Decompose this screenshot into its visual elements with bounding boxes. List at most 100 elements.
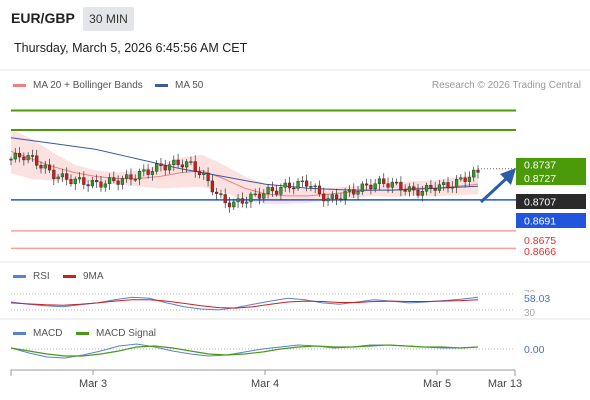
legend-ma20: MA 20 + Bollinger Bands xyxy=(13,80,143,91)
candle-body xyxy=(116,180,120,185)
candle-body xyxy=(412,186,416,191)
candle-body xyxy=(107,177,112,185)
candle-body xyxy=(369,184,373,190)
candle-body xyxy=(30,155,35,157)
candle-body xyxy=(69,179,73,185)
research-credit: Research © 2026 Trading Central xyxy=(431,80,581,91)
candle-body xyxy=(232,201,236,208)
x-label-mar13: Mar 13 xyxy=(488,378,522,390)
pivot-label: 0.8691 xyxy=(524,216,556,228)
candle-body xyxy=(309,186,313,188)
candle-body xyxy=(17,153,22,158)
candle-body xyxy=(463,177,467,182)
candle-body xyxy=(39,165,43,169)
candle-body xyxy=(270,187,274,192)
candle-body xyxy=(133,179,137,181)
candle-body xyxy=(390,181,394,188)
ma20-swatch xyxy=(13,84,26,87)
candle-body xyxy=(360,183,364,192)
candle-body xyxy=(73,178,77,185)
candle-body xyxy=(176,159,180,166)
candle-body xyxy=(163,165,167,171)
support-2-label: 0.8666 xyxy=(524,246,556,258)
candle-body xyxy=(137,171,142,180)
candle-body xyxy=(403,189,407,192)
legend-rsi: RSI xyxy=(13,271,50,282)
candle-body xyxy=(193,161,197,172)
legend-ma50: MA 50 xyxy=(155,80,203,91)
candle-body xyxy=(373,183,377,190)
candle-body xyxy=(300,180,304,183)
x-label-mar5: Mar 5 xyxy=(423,378,451,390)
candle-body xyxy=(90,180,95,187)
candle-body xyxy=(52,169,56,180)
candle-body xyxy=(287,182,292,189)
candle-body xyxy=(13,153,17,160)
resistance-1-label: 0.8727 xyxy=(524,173,556,185)
legend-rsi-label: RSI xyxy=(33,271,50,282)
candle-body xyxy=(407,186,412,192)
candle-body xyxy=(317,185,322,195)
candle-body xyxy=(82,177,86,185)
candle-body xyxy=(56,176,60,180)
ma50-swatch xyxy=(155,84,168,87)
candle-body xyxy=(377,178,382,184)
candle-body xyxy=(77,177,82,180)
candle-body xyxy=(266,187,270,194)
candle-body xyxy=(202,172,206,175)
candle-body xyxy=(416,189,420,196)
last-price-label: 0.8707 xyxy=(524,197,556,209)
candle-body xyxy=(47,164,52,171)
candle-body xyxy=(283,182,287,188)
candle-body xyxy=(394,181,399,184)
candle-body xyxy=(305,180,309,187)
candle-body xyxy=(330,194,334,199)
candle-body xyxy=(476,169,480,173)
candlesticks xyxy=(9,147,480,213)
candle-body xyxy=(433,188,437,191)
resistance-2-tag xyxy=(516,158,586,171)
candle-body xyxy=(446,182,450,189)
candle-body xyxy=(223,194,227,204)
candle-body xyxy=(43,164,47,169)
x-label-mar3: Mar 3 xyxy=(79,378,107,390)
candle-body xyxy=(189,161,193,163)
candle-body xyxy=(245,201,249,204)
rsi-panel: 70 30 58.03 xyxy=(10,289,560,319)
candle-body xyxy=(386,183,390,188)
candle-body xyxy=(215,191,219,194)
candle-body xyxy=(454,178,459,188)
candle-body xyxy=(279,187,283,195)
rsi-30-tick: 30 xyxy=(524,308,536,319)
macd-value: 0.00 xyxy=(524,344,545,356)
timeframe-button[interactable]: 30 MIN xyxy=(83,7,134,31)
rsi-line xyxy=(10,296,479,311)
candle-body xyxy=(103,183,107,188)
candle-body xyxy=(146,169,150,175)
legend-ma20-label: MA 20 + Bollinger Bands xyxy=(33,80,143,91)
candle-body xyxy=(472,169,476,178)
candle-body xyxy=(95,180,99,183)
candle-body xyxy=(352,189,356,195)
candle-body xyxy=(35,155,39,166)
bollinger-band xyxy=(11,129,478,204)
candle-body xyxy=(420,191,424,196)
macd-signal-line xyxy=(10,344,479,357)
candle-body xyxy=(185,161,189,168)
candle-body xyxy=(219,193,223,195)
macd-swatch xyxy=(13,332,26,335)
candle-body xyxy=(343,191,347,200)
candle-body xyxy=(399,181,403,191)
bollinger-fill xyxy=(11,129,478,204)
rsi-ma-swatch xyxy=(63,275,76,278)
candle-body xyxy=(429,185,433,189)
candle-body xyxy=(356,191,360,195)
candle-body xyxy=(292,187,296,190)
candle-body xyxy=(253,193,257,196)
candle-body xyxy=(9,158,13,161)
projection-arrow xyxy=(479,168,516,204)
legend-ma50-label: MA 50 xyxy=(175,80,204,91)
arrow-head xyxy=(500,168,516,185)
legend-rsi-ma: 9MA xyxy=(63,271,104,282)
